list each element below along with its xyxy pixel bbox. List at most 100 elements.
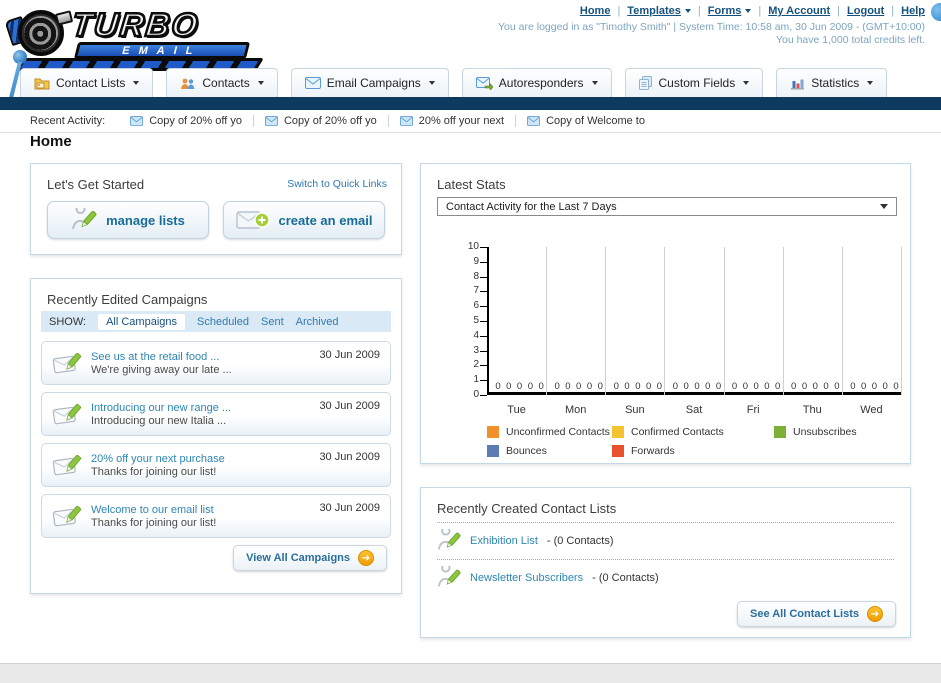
campaign-subject: We're giving away our late ... — [91, 363, 232, 376]
contact-list-row[interactable]: Newsletter Subscribers - (0 Contacts) — [437, 559, 894, 596]
show-label: SHOW: — [49, 315, 87, 328]
y-axis-tick-label: 10 — [467, 241, 479, 252]
chart-plot-area — [487, 247, 901, 395]
data-value-label: 0 — [645, 381, 652, 392]
recent-activity-item[interactable]: Copy of Welcome to — [516, 115, 656, 127]
campaigns-panel-title: Recently Edited Campaigns — [47, 292, 208, 307]
campaign-title-link[interactable]: Introducing our new range ... — [91, 401, 232, 414]
recently-edited-campaigns-panel: Recently Edited Campaigns SHOW: All Camp… — [30, 278, 402, 594]
x-axis-tick-label: Fri — [746, 404, 760, 416]
legend-swatch — [774, 426, 786, 438]
y-axis-tick-label: 0 — [473, 389, 479, 400]
campaign-title-link[interactable]: 20% off your next purchase — [91, 452, 225, 465]
chart-gridline — [546, 247, 548, 395]
chevron-down-icon — [428, 81, 435, 85]
filter-archived[interactable]: Archived — [295, 315, 339, 328]
campaign-date: 30 Jun 2009 — [319, 502, 380, 514]
data-value-label: 0 — [753, 381, 759, 392]
legend-swatch — [487, 445, 499, 457]
legend-swatch — [612, 445, 624, 457]
view-all-campaigns-button[interactable]: View All Campaigns ➔ — [233, 545, 387, 571]
nav-link-forms[interactable]: Forms — [708, 5, 752, 17]
chart-gridline — [723, 247, 725, 395]
chart-gridline — [782, 247, 784, 395]
campaign-title-link[interactable]: See us at the retail food ... — [91, 350, 220, 363]
tab-autoresponders[interactable]: Autoresponders — [461, 68, 612, 97]
tab-statistics[interactable]: Statistics — [776, 68, 888, 97]
campaign-row[interactable]: 20% off your next purchase Thanks for jo… — [41, 443, 391, 487]
tab-contacts[interactable]: Contacts — [166, 68, 278, 97]
campaign-row[interactable]: See us at the retail food ... We're givi… — [41, 341, 391, 385]
recent-activity-bar: Recent Activity: Copy of 20% off yo Copy… — [0, 110, 941, 133]
see-all-contact-lists-button[interactable]: See All Contact Lists ➔ — [736, 601, 896, 627]
envelope-icon — [304, 77, 321, 89]
data-value-label: 0 — [850, 381, 856, 392]
main-nav-tabs: Contact Lists Contacts Email Campaigns A… — [20, 68, 888, 97]
campaign-title-link[interactable]: Welcome to our email list — [91, 503, 214, 516]
data-value-label: 0 — [715, 381, 722, 392]
y-axis-tick-label: 2 — [473, 359, 479, 371]
recently-created-contact-lists-panel: Recently Created Contact Lists Exhibitio… — [420, 487, 911, 638]
nav-link-logout[interactable]: Logout — [847, 5, 885, 17]
recent-activity-item[interactable]: Copy of 20% off yo — [119, 115, 254, 127]
login-info: You are logged in as "Timothy Smith" | S… — [498, 21, 925, 47]
filter-scheduled[interactable]: Scheduled — [197, 315, 249, 328]
person-pencil-icon — [437, 566, 461, 587]
nav-link-help[interactable]: Help — [901, 5, 925, 17]
contact-lists-panel-title: Recently Created Contact Lists — [437, 501, 617, 516]
chevron-down-icon — [591, 81, 598, 85]
data-value-label: 0 — [705, 381, 711, 392]
x-axis-tick-label: Wed — [860, 404, 883, 416]
recent-activity-item[interactable]: 20% off your next — [389, 115, 517, 127]
tab-custom-fields[interactable]: Custom Fields — [624, 68, 764, 97]
tab-contact-lists[interactable]: Contact Lists — [20, 68, 154, 97]
data-value-label: 0 — [672, 381, 679, 392]
recent-activity-item[interactable]: Copy of 20% off yo — [254, 115, 389, 127]
contact-list-link[interactable]: Exhibition List — [470, 535, 538, 547]
switch-to-quick-links[interactable]: Switch to Quick Links — [287, 178, 387, 190]
y-axis-tick-label: 8 — [473, 270, 479, 282]
campaign-row[interactable]: Welcome to our email list Thanks for joi… — [41, 494, 391, 538]
chevron-down-icon — [867, 81, 874, 85]
help-bubble-icon[interactable] — [931, 3, 941, 21]
legend-swatch — [487, 426, 499, 438]
filter-all-campaigns[interactable]: All Campaigns — [98, 313, 185, 330]
chart-gridline — [664, 247, 666, 395]
envelope-pencil-icon — [52, 403, 81, 424]
data-value-label: 0 — [834, 381, 840, 392]
arrow-right-icon: ➔ — [358, 550, 374, 566]
navy-divider-bar — [0, 97, 941, 110]
data-value-label: 0 — [586, 381, 593, 392]
login-status-line: You are logged in as "Timothy Smith" | S… — [498, 21, 925, 33]
nav-link-home[interactable]: Home — [579, 5, 611, 17]
manage-lists-button[interactable]: manage lists — [47, 201, 209, 239]
data-value-label: 0 — [812, 381, 818, 392]
contact-list-row[interactable]: Exhibition List - (0 Contacts) — [437, 522, 894, 559]
person-pencil-icon — [437, 529, 461, 550]
tab-email-campaigns[interactable]: Email Campaigns — [290, 68, 449, 97]
contact-list-link[interactable]: Newsletter Subscribers — [470, 572, 584, 584]
recent-activity-label: Recent Activity: — [30, 115, 106, 127]
chevron-down-icon — [880, 204, 888, 209]
data-value-label: 0 — [893, 381, 899, 392]
filter-sent[interactable]: Sent — [261, 315, 284, 328]
campaign-subject: Introducing our new Italia ... — [91, 414, 227, 427]
envelope-pencil-icon — [52, 352, 81, 373]
nav-link-templates[interactable]: Templates — [627, 5, 691, 17]
y-axis-tick-label: 1 — [473, 374, 479, 386]
logo-title: TURBO — [69, 5, 203, 45]
data-value-label: 0 — [527, 381, 533, 392]
data-value-label: 0 — [576, 381, 582, 392]
campaign-row[interactable]: Introducing our new range ... Introducin… — [41, 392, 391, 436]
x-axis-tick-label: Sat — [685, 404, 703, 416]
nav-link-my-account[interactable]: My Account — [768, 5, 831, 17]
stats-report-dropdown[interactable]: Contact Activity for the Last 7 Days — [437, 197, 897, 216]
top-nav-links: Home | Templates | Forms | My Account | … — [579, 5, 925, 17]
create-an-email-button[interactable]: create an email — [223, 201, 385, 239]
legend-item: Forwards — [612, 445, 774, 457]
envelope-icon — [264, 116, 278, 126]
campaign-filter-bar: SHOW: All Campaigns Scheduled Sent Archi… — [41, 311, 391, 332]
envelope-plus-icon — [235, 211, 270, 229]
envelope-pencil-icon — [52, 454, 81, 475]
turbo-email-logo: TURBO EMAIL — [4, 4, 276, 71]
